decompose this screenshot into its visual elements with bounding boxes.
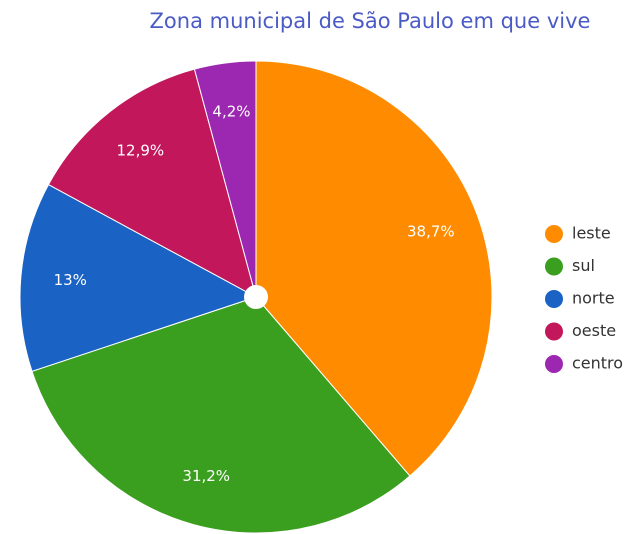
legend-swatch — [545, 225, 563, 243]
pie-slice — [47, 68, 257, 298]
legend-swatch — [545, 355, 563, 373]
slice-label: 4,2% — [212, 103, 250, 121]
pie-slice — [31, 296, 411, 534]
pie-slice — [19, 183, 258, 372]
slice-label: 12,9% — [117, 141, 165, 159]
legend-label: leste — [572, 224, 611, 243]
legend-swatch — [545, 257, 563, 276]
slice-label: 31,2% — [182, 467, 230, 485]
chart-title: Zona municipal de São Paulo em que vive — [150, 9, 591, 33]
legend-label: norte — [572, 289, 615, 308]
legend-label: oeste — [572, 321, 616, 340]
pie-slice — [255, 60, 493, 477]
legend-label: sul — [572, 256, 595, 275]
pie-slice — [193, 60, 257, 298]
legend-label: centro — [572, 354, 623, 373]
center-hole — [244, 285, 268, 309]
slice-label: 38,7% — [407, 223, 455, 241]
legend-swatch — [545, 322, 563, 341]
slice-label: 13% — [54, 271, 87, 289]
legend-swatch — [545, 290, 563, 308]
